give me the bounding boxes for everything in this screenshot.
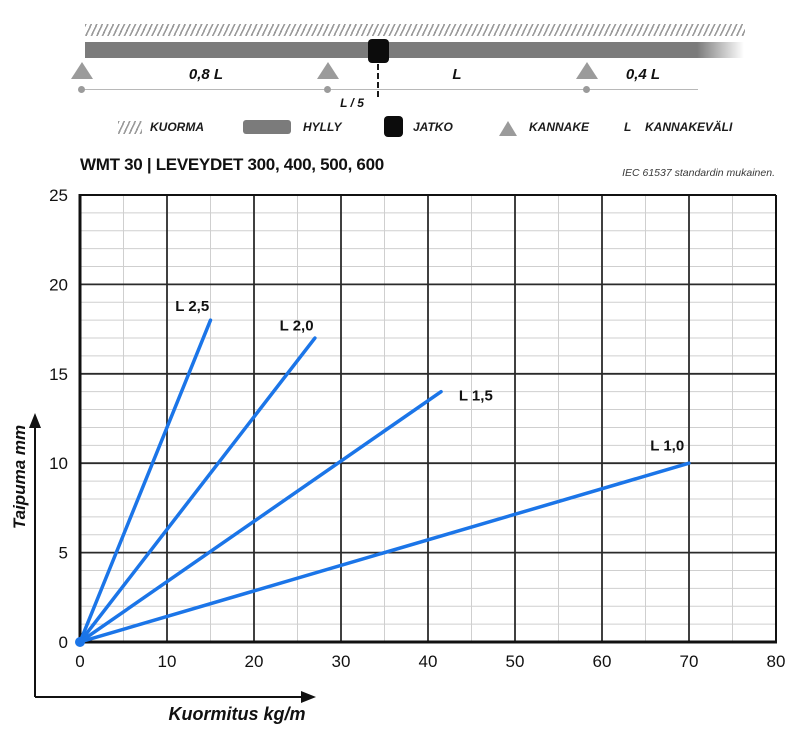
- x-tick-label: 80: [767, 652, 786, 671]
- x-tick-label: 60: [593, 652, 612, 671]
- x-tick-label: 50: [506, 652, 525, 671]
- origin-dot: [75, 637, 85, 647]
- y-axis-title: Taipuma mm: [10, 424, 29, 530]
- page-title: WMT 30 | LEVEYDET 300, 400, 500, 600: [80, 155, 384, 174]
- dimension-dot-right: [583, 86, 590, 93]
- legend-support-icon: [499, 121, 517, 136]
- support-triangle-left: [71, 62, 93, 79]
- series-label: L 2,5: [175, 298, 209, 315]
- series-line-l-1-5: [78, 389, 443, 644]
- x-tick-label: 70: [680, 652, 699, 671]
- series-label: L 2,0: [280, 318, 314, 335]
- series-label: L 1,5: [459, 387, 493, 404]
- series-line-l-1-0: [78, 461, 691, 644]
- y-arrow-head: [29, 413, 41, 428]
- legend-shelf-label: HYLLY: [303, 120, 342, 134]
- joint-dashed-line: [377, 64, 379, 97]
- legend-load-icon: [118, 121, 142, 134]
- series-line-l-2-5: [78, 318, 213, 644]
- x-axis-title: Kuormitus kg/m: [168, 704, 306, 724]
- joint-square: [368, 39, 389, 63]
- x-tick-label: 10: [158, 652, 177, 671]
- legend-spacing-symbol: L: [624, 120, 632, 134]
- support-triangle-middle: [317, 62, 339, 79]
- span-label-04l: 0,4 L: [625, 66, 661, 83]
- y-tick-label: 25: [49, 186, 68, 205]
- x-tick-label: 20: [245, 652, 264, 671]
- dimension-line: [82, 89, 698, 90]
- y-tick-label: 0: [59, 633, 68, 652]
- legend-load-label: KUORMA: [150, 120, 204, 134]
- load-hatch-strip: [85, 24, 745, 36]
- chart-area: L 2,5 L 2,0 L 1,5 L 1,0 0 10 20 30 40 50 60 70 80 0 5 1…: [0, 185, 800, 736]
- x-tick-label: 40: [419, 652, 438, 671]
- support-triangle-right: [576, 62, 598, 79]
- dimension-dot-left: [78, 86, 85, 93]
- span-label-l: L: [452, 66, 462, 83]
- legend-joint-label: JATKO: [413, 120, 453, 134]
- y-tick-label: 20: [49, 275, 68, 294]
- shelf-bar: [85, 42, 745, 58]
- y-tick-label: 5: [59, 544, 68, 563]
- y-tick-label: 15: [49, 365, 68, 384]
- legend-joint-icon: [384, 116, 403, 137]
- x-tick-label: 0: [75, 652, 84, 671]
- dimension-dot-middle: [324, 86, 331, 93]
- series-line-l-2-0: [78, 336, 317, 644]
- y-tick-label: 10: [49, 454, 68, 473]
- standard-note: IEC 61537 standardin mukainen.: [622, 167, 775, 179]
- series-label: L 1,0: [650, 437, 684, 454]
- x-tick-label: 30: [332, 652, 351, 671]
- span-label-08l: 0,8 L: [188, 66, 224, 83]
- deflection-chart: L 2,5 L 2,0 L 1,5 L 1,0 0 10 20 30 40 50 60 70 80 0 5 1…: [29, 186, 786, 703]
- legend-spacing-label: KANNAKEVÄLI: [645, 120, 733, 134]
- span-label-l5: L / 5: [340, 96, 364, 110]
- x-arrow-head: [301, 691, 316, 703]
- legend-shelf-icon: [243, 120, 291, 134]
- legend-support-label: KANNAKE: [529, 120, 589, 134]
